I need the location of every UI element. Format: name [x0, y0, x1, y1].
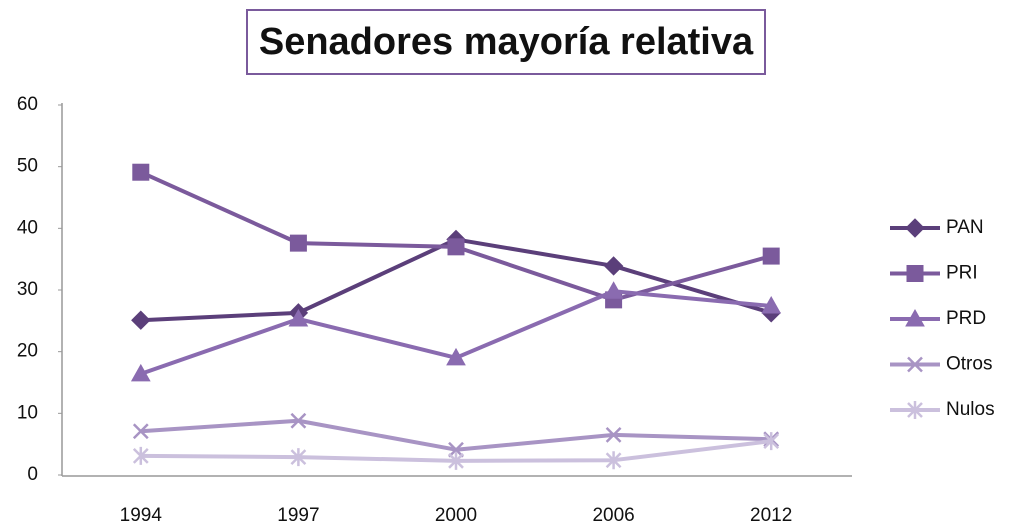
- marker: [605, 427, 622, 443]
- y-tick-label: 20: [17, 341, 38, 362]
- legend-label: Otros: [946, 354, 992, 375]
- marker: [132, 446, 149, 465]
- marker: [289, 234, 307, 252]
- marker: [761, 296, 782, 314]
- marker: [905, 308, 925, 327]
- series-line: [140, 418, 772, 452]
- x-tick-label: 2012: [750, 505, 792, 526]
- title-box: [246, 9, 766, 75]
- marker: [603, 281, 624, 299]
- y-tick-label: 50: [17, 156, 38, 177]
- marker: [448, 451, 464, 470]
- marker: [447, 238, 465, 256]
- marker: [603, 256, 624, 276]
- marker: [907, 356, 923, 373]
- marker: [907, 401, 923, 419]
- marker: [290, 448, 307, 467]
- marker: [906, 265, 924, 282]
- marker: [132, 423, 149, 440]
- marker: [763, 432, 780, 451]
- x-tick-label: 1994: [120, 505, 163, 526]
- y-tick-label: 40: [17, 217, 38, 238]
- legend-label: PRD: [946, 308, 986, 329]
- x-tick-label: 1997: [277, 505, 319, 526]
- y-tick-label: 30: [17, 279, 38, 300]
- marker: [130, 363, 151, 382]
- x-tick-label: 2006: [592, 505, 634, 526]
- marker: [132, 163, 150, 181]
- x-tick-label: 2000: [435, 505, 477, 526]
- y-tick-label: 10: [17, 402, 38, 423]
- legend-label: PAN: [946, 217, 984, 238]
- y-tick-label: 0: [27, 464, 38, 485]
- legend-label: Nulos: [946, 399, 995, 420]
- y-tick-label: 60: [17, 94, 38, 115]
- marker: [290, 412, 307, 429]
- marker: [446, 347, 466, 366]
- marker: [605, 451, 622, 470]
- marker: [905, 218, 925, 238]
- legend-label: PRI: [946, 263, 978, 284]
- chart-title: Senadores mayoría relativa: [259, 21, 754, 63]
- marker: [288, 308, 309, 327]
- marker: [131, 310, 151, 330]
- marker: [762, 247, 780, 265]
